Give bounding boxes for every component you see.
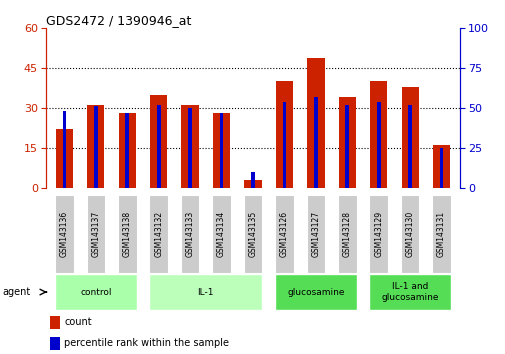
Text: GSM143129: GSM143129 — [374, 211, 382, 257]
Bar — [432, 145, 449, 188]
Text: GSM143131: GSM143131 — [436, 211, 445, 257]
Text: GSM143128: GSM143128 — [342, 211, 351, 257]
Bar — [314, 97, 317, 188]
Bar — [243, 195, 262, 273]
Bar — [55, 274, 136, 310]
Text: agent: agent — [3, 287, 31, 297]
Bar — [376, 102, 380, 188]
Bar — [345, 105, 348, 188]
Bar — [307, 58, 324, 188]
Bar — [49, 337, 60, 350]
Bar — [369, 195, 387, 273]
Bar — [157, 105, 160, 188]
Bar — [181, 105, 198, 188]
Bar — [149, 274, 262, 310]
Bar — [180, 195, 199, 273]
Bar — [275, 81, 292, 188]
Bar — [150, 95, 167, 188]
Bar — [369, 81, 387, 188]
Text: percentile rank within the sample: percentile rank within the sample — [64, 338, 229, 348]
Bar — [400, 195, 419, 273]
Bar — [49, 316, 60, 329]
Text: GSM143135: GSM143135 — [248, 211, 257, 257]
Bar — [118, 113, 136, 188]
Bar — [275, 195, 293, 273]
Text: GSM143134: GSM143134 — [217, 211, 226, 257]
Bar — [306, 195, 325, 273]
Text: GSM143130: GSM143130 — [405, 211, 414, 257]
Bar — [118, 195, 136, 273]
Bar — [94, 106, 97, 188]
Bar — [369, 274, 450, 310]
Text: GSM143138: GSM143138 — [123, 211, 131, 257]
Bar — [125, 113, 129, 188]
Bar — [55, 195, 74, 273]
Bar — [275, 274, 356, 310]
Bar — [401, 87, 418, 188]
Bar — [439, 148, 442, 188]
Text: count: count — [64, 317, 91, 327]
Text: GSM143137: GSM143137 — [91, 211, 100, 257]
Bar — [338, 97, 355, 188]
Bar — [213, 113, 230, 188]
Bar — [212, 195, 230, 273]
Text: GSM143127: GSM143127 — [311, 211, 320, 257]
Bar — [250, 172, 255, 188]
Text: GSM143133: GSM143133 — [185, 211, 194, 257]
Bar — [337, 195, 356, 273]
Text: GSM143136: GSM143136 — [60, 211, 69, 257]
Text: IL-1 and
glucosamine: IL-1 and glucosamine — [381, 282, 438, 302]
Bar — [219, 113, 223, 188]
Text: GSM143126: GSM143126 — [279, 211, 288, 257]
Text: IL-1: IL-1 — [197, 287, 214, 297]
Bar — [244, 180, 261, 188]
Bar — [149, 195, 168, 273]
Text: glucosamine: glucosamine — [286, 287, 344, 297]
Bar — [63, 111, 66, 188]
Bar — [86, 195, 105, 273]
Text: control: control — [80, 287, 112, 297]
Text: GDS2472 / 1390946_at: GDS2472 / 1390946_at — [45, 14, 190, 27]
Text: GSM143132: GSM143132 — [154, 211, 163, 257]
Bar — [56, 129, 73, 188]
Bar — [282, 102, 286, 188]
Bar — [408, 105, 411, 188]
Bar — [87, 105, 104, 188]
Bar — [431, 195, 450, 273]
Bar — [188, 108, 191, 188]
